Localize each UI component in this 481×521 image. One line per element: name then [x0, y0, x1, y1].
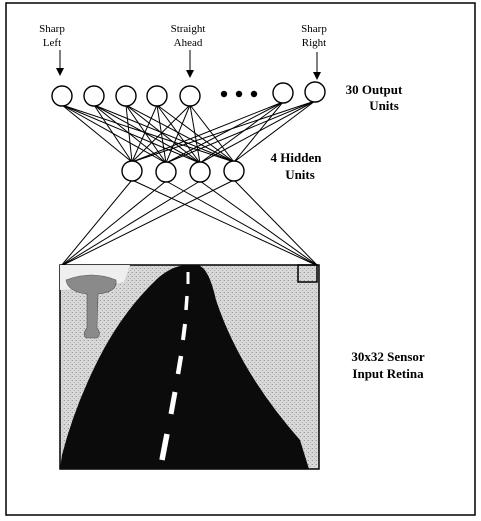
- connection-output-4-hidden-2: [156, 104, 167, 164]
- svg-text:Right: Right: [302, 37, 326, 49]
- output-unit-1: [51, 85, 73, 107]
- svg-text:Units: Units: [285, 167, 315, 182]
- connection-output-4-hidden-4: [156, 104, 235, 163]
- lane-dash-3: [181, 323, 187, 341]
- connection-output-1-hidden-3: [61, 104, 201, 164]
- straight-ahead-label: Straight Ahead: [171, 23, 206, 78]
- connection-output-7-hidden-3: [199, 100, 316, 164]
- hidden-units: [121, 160, 245, 183]
- connection-hidden-4-retina-left: [60, 179, 235, 267]
- lane-dash-5: [168, 391, 178, 415]
- hidden-unit-3: [189, 161, 211, 183]
- connection-output-2-hidden-1: [93, 104, 133, 163]
- connection-output-2-hidden-4: [93, 104, 235, 163]
- retina-layer-label: 30x32 Sensor Input Retina: [351, 349, 425, 381]
- sharp-left-label: Sharp Left: [39, 23, 65, 76]
- sharp-right-label: Sharp Right: [301, 23, 327, 80]
- connection-hidden-1-retina-left: [60, 179, 133, 267]
- connection-output-5-hidden-1: [131, 104, 191, 163]
- output-unit-3: [115, 85, 137, 107]
- connection-output-5-hidden-3: [189, 104, 201, 164]
- svg-text:Left: Left: [43, 37, 61, 49]
- svg-text:30x32 Sensor: 30x32 Sensor: [351, 349, 425, 364]
- output-unit-4: [146, 85, 168, 107]
- connection-output-5-hidden-2: [165, 104, 191, 164]
- hidden-unit-4: [223, 160, 245, 182]
- lane-dash-2: [184, 295, 189, 311]
- svg-text:Sharp: Sharp: [301, 23, 327, 35]
- connection-output-7-hidden-1: [131, 100, 316, 163]
- connection-output-1-hidden-1: [61, 104, 133, 163]
- retina-corner-pixel: [297, 264, 318, 283]
- connection-output-6-hidden-1: [131, 101, 284, 163]
- road-surface: [60, 265, 309, 469]
- svg-text:Ahead: Ahead: [174, 37, 203, 49]
- connection-hidden-2-retina-left: [60, 180, 167, 267]
- connection-output-3-hidden-3: [125, 104, 201, 164]
- connection-output-4-hidden-1: [131, 104, 158, 163]
- output-hidden-connections: [61, 100, 316, 164]
- lane-dash-6: [159, 433, 170, 461]
- output-units: [51, 81, 326, 107]
- connection-output-6-hidden-3: [199, 101, 284, 164]
- svg-text:Sharp: Sharp: [39, 23, 65, 35]
- connection-output-1-hidden-2: [61, 104, 167, 164]
- svg-text:30 Output: 30 Output: [346, 82, 403, 97]
- output-unit-7: [304, 81, 326, 103]
- connection-hidden-3-retina-right: [199, 180, 319, 267]
- connection-output-7-hidden-4: [233, 100, 316, 163]
- svg-text:Units: Units: [369, 98, 399, 113]
- connection-output-3-hidden-1: [125, 104, 133, 163]
- connection-output-7-hidden-2: [165, 100, 316, 164]
- lane-center-dashes: [159, 272, 190, 461]
- sensor-input-retina: [59, 264, 320, 470]
- hidden-unit-2: [155, 161, 177, 183]
- lane-dash-4: [175, 355, 184, 375]
- connection-output-6-hidden-2: [165, 101, 284, 164]
- connection-output-5-hidden-4: [189, 104, 235, 163]
- hidden-layer-label: 4 Hidden Units: [271, 150, 323, 182]
- roadside-tree: [65, 274, 117, 339]
- connection-hidden-2-retina-right: [165, 180, 319, 267]
- hidden-retina-connections: [60, 179, 319, 267]
- output-unit-5: [179, 85, 201, 107]
- connection-output-1-hidden-4: [61, 104, 235, 163]
- output-layer-label: 30 Output Units: [346, 82, 403, 113]
- more-output-units-ellipsis: [220, 90, 258, 98]
- output-unit-6: [272, 82, 294, 104]
- connection-output-2-hidden-3: [93, 104, 201, 164]
- connection-hidden-4-retina-right: [233, 179, 319, 267]
- output-unit-2: [83, 85, 105, 107]
- svg-text:Straight: Straight: [171, 23, 206, 35]
- svg-text:Input Retina: Input Retina: [352, 366, 424, 381]
- hidden-unit-1: [121, 160, 143, 182]
- connection-hidden-1-retina-right: [131, 179, 319, 267]
- connection-output-3-hidden-4: [125, 104, 235, 163]
- svg-text:4 Hidden: 4 Hidden: [271, 150, 323, 165]
- connection-hidden-3-retina-left: [60, 180, 201, 267]
